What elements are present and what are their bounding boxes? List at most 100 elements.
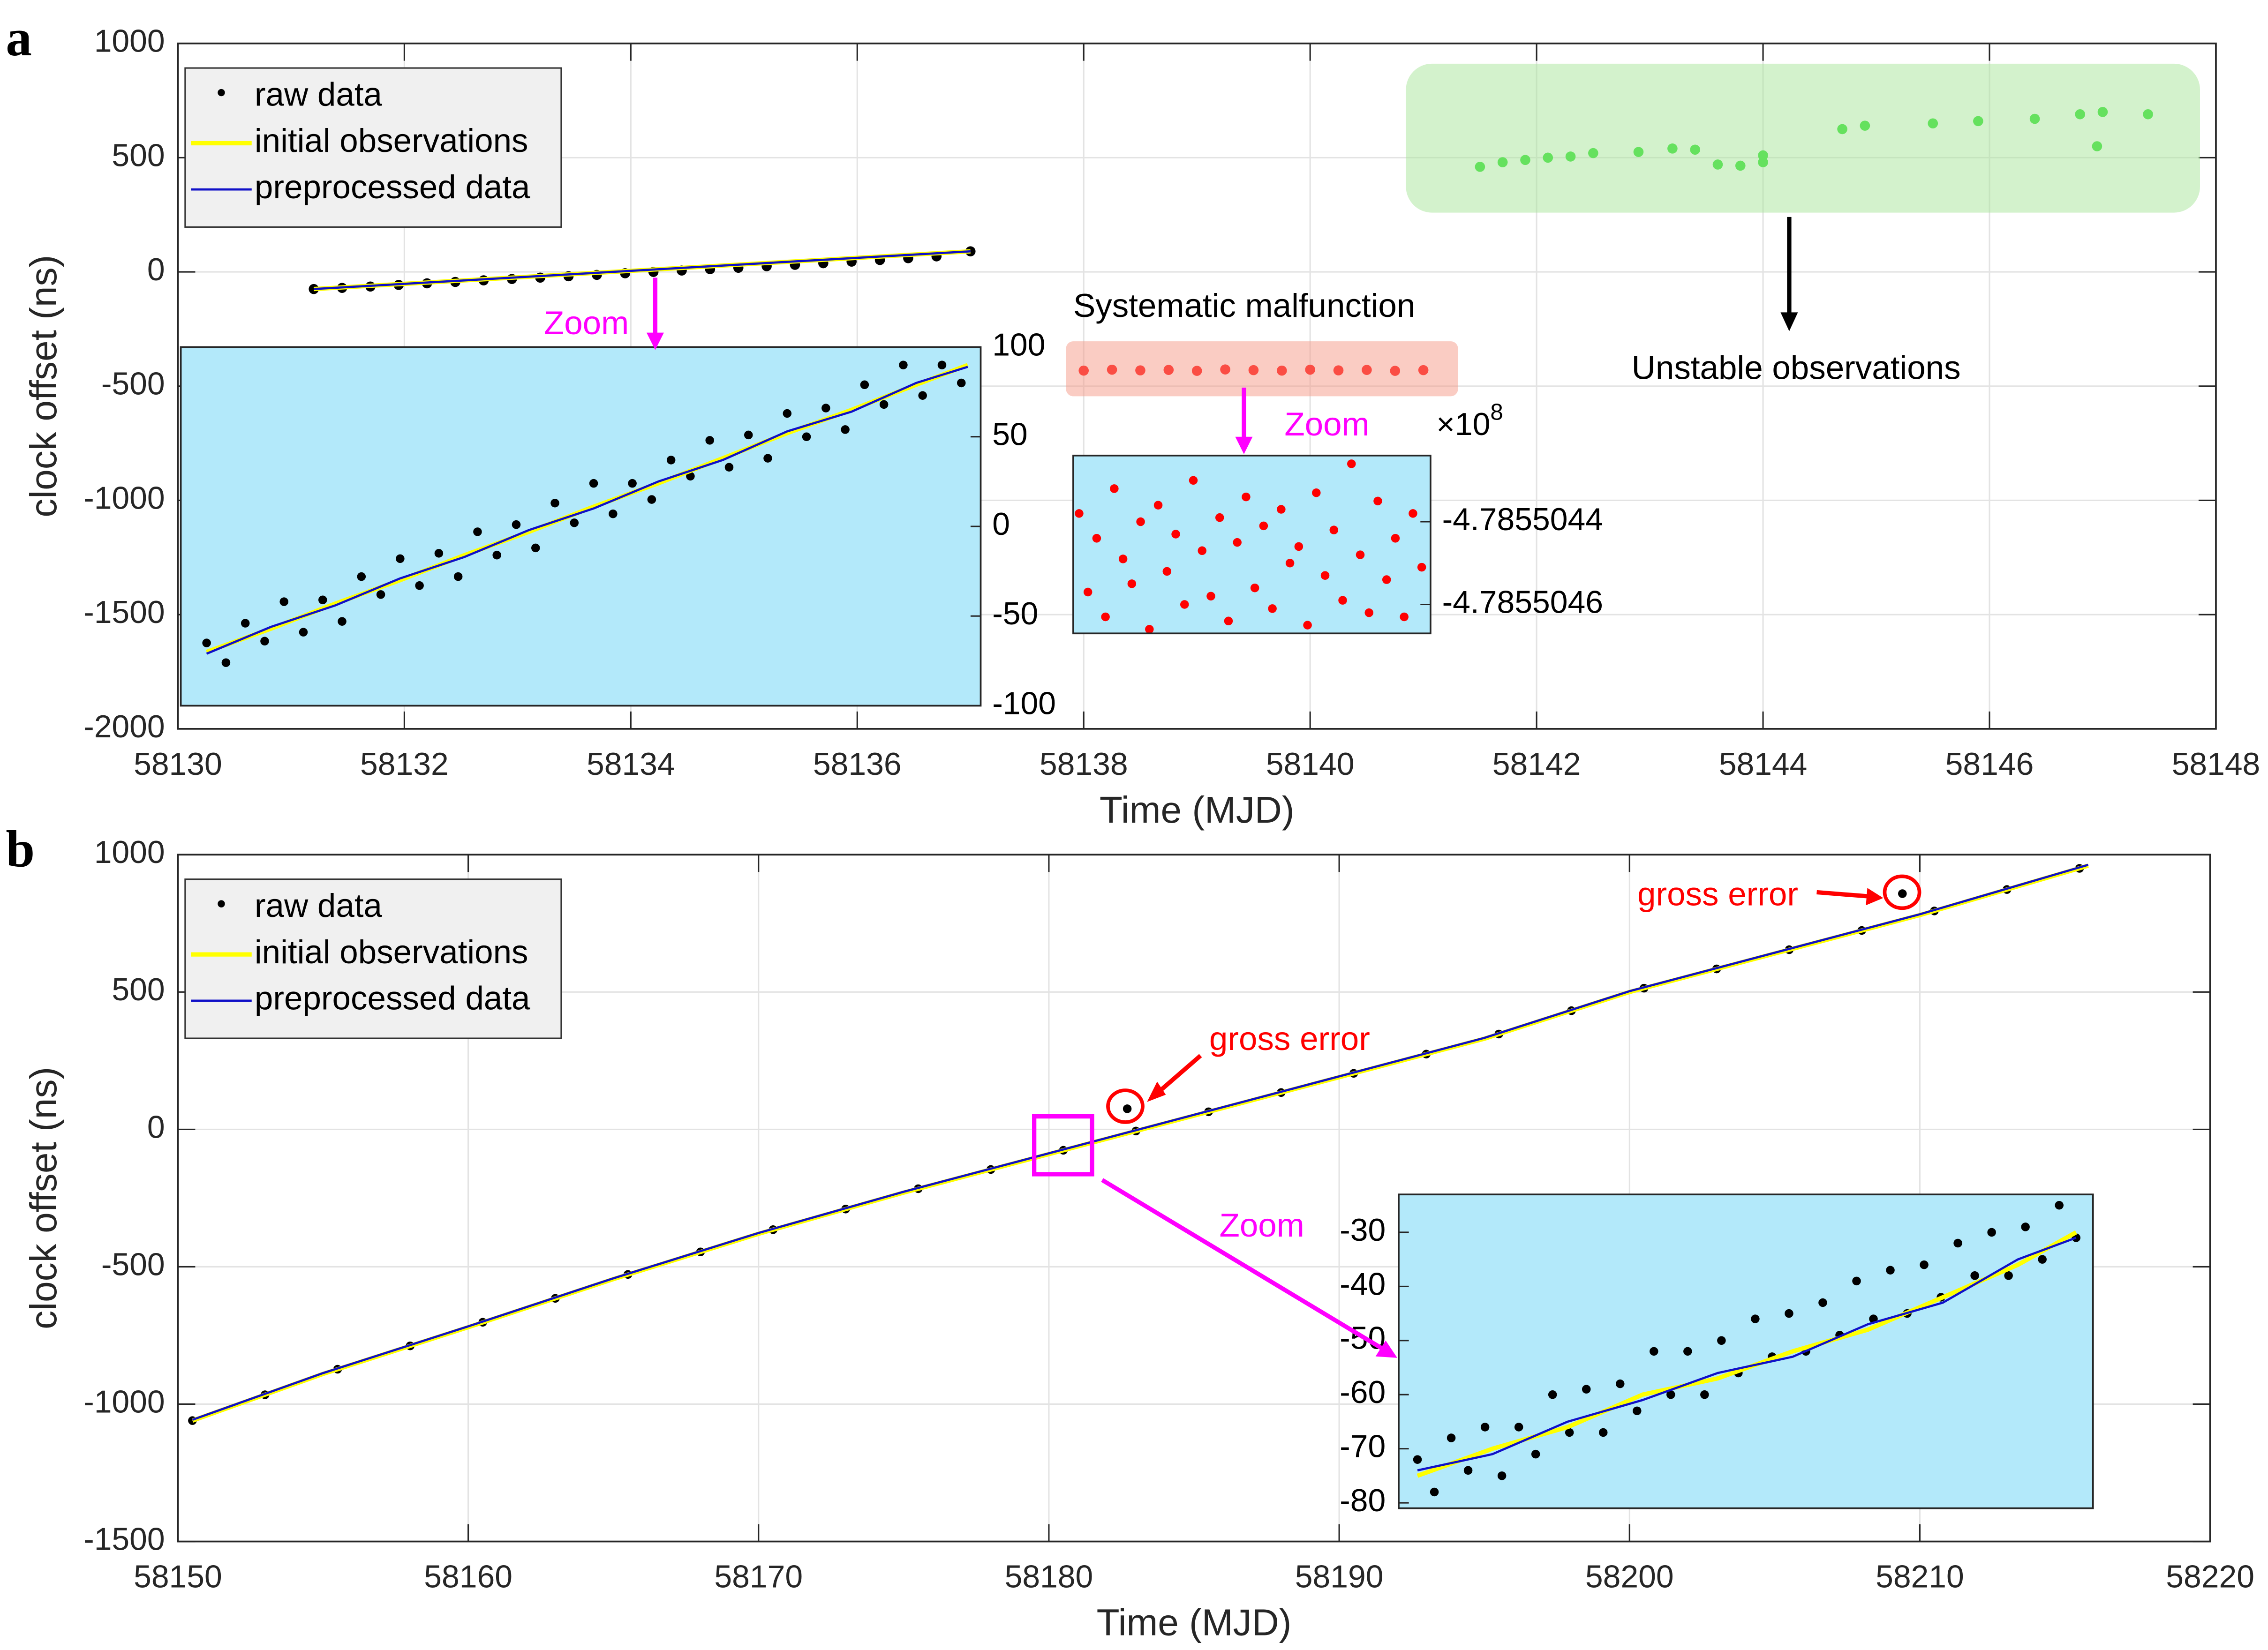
data-point [1382,575,1391,584]
data-point [415,581,424,590]
data-point [1320,571,1330,580]
data-point [434,549,444,558]
y-tick-label: -2000 [83,709,165,744]
x-tick-label: 58190 [1295,1560,1384,1595]
data-line [1417,1237,2077,1472]
panel-label: b [6,821,35,878]
data-point [1463,1466,1473,1475]
data-point [1447,1433,1456,1442]
data-point [589,479,598,488]
legend: raw data initial observations preprocessed… [184,878,562,1039]
data-point [396,554,405,563]
data-point [1413,1455,1422,1464]
y-tick-label: 0 [992,507,1010,542]
data-line [206,363,969,654]
data-point [860,380,869,390]
data-point [1650,1347,1658,1356]
data-point [686,472,695,481]
x-tick-label: 58144 [1719,747,1808,782]
arrow-head [1235,436,1253,454]
y-tick-label: 1000 [94,835,165,870]
x-tick-label: 58150 [134,1560,222,1595]
y-tick-label: 1000 [94,24,165,59]
y-tick-label: -80 [1340,1483,1386,1518]
y-tick-label: 500 [112,138,165,173]
data-point [1127,579,1137,588]
data-point [492,550,501,560]
y-tick-label: -60 [1340,1375,1386,1410]
y-multiplier: ×108 [1436,399,1503,442]
axes-frame [177,854,2211,1543]
y-tick-label: 500 [112,972,165,1007]
data-point [724,463,734,472]
data-point [2055,1201,2064,1210]
annotation: gross error [1209,1020,1370,1058]
data-point [1224,616,1233,626]
data-point [1162,567,1172,576]
legend-label: initial observations [255,934,528,971]
x-tick-label: 58200 [1585,1560,1674,1595]
data-point [531,543,540,553]
data-point [1092,534,1101,543]
legend: raw data initial observations preprocessed… [184,67,562,228]
data-point [2038,1255,2047,1264]
data-point [318,595,327,605]
data-point [512,520,521,529]
data-point [705,436,714,445]
multiplier-exponent: 8 [1490,399,1503,425]
annotation: gross error [1637,876,1798,913]
data-point [1751,1314,1760,1323]
plot-area [1073,455,1431,634]
data-line [206,366,968,655]
data-point [1417,562,1426,572]
data-point [260,637,269,646]
data-point [609,509,618,518]
x-tick-label: 58138 [1040,747,1128,782]
data-point [1898,889,1907,898]
legend-label: raw data [255,887,383,924]
annotation: Zoom [544,305,629,342]
x-tick-label: 58142 [1492,747,1581,782]
y-tick-label: -70 [1340,1429,1386,1464]
data-point [550,499,559,508]
data-point [338,617,347,626]
y-tick-label: 0 [147,252,165,287]
y-tick-label: -4.7855044 [1442,502,1603,537]
data-point [1615,1379,1625,1388]
data-point [1153,501,1163,510]
data-point [1338,596,1347,605]
data-point [1987,1228,1996,1237]
data-point [1373,496,1382,506]
data-point [1171,530,1180,539]
data-point [1215,513,1224,522]
data-point [1198,546,1206,555]
data-point [1101,612,1110,622]
y-axis-label: clock offset (ns) [22,255,64,518]
error-arrow [1816,890,1872,899]
data-point [1242,492,1251,502]
x-tick-label: 58146 [1945,747,2034,782]
annotation: Zoom [1220,1207,1304,1244]
data-point [221,658,231,667]
y-tick-label: -1500 [83,595,165,630]
data-point [841,425,850,434]
data-point [1277,505,1286,514]
y-axis-label: clock offset (ns) [22,1067,64,1329]
arrow-head [1780,312,1798,331]
axes-frame [180,346,982,707]
data-point [1886,1266,1895,1275]
data-point [1364,608,1373,617]
data-point [628,479,637,488]
data-point [473,527,482,536]
legend-swatch [218,89,225,97]
data-point [453,572,463,581]
x-tick-label: 58136 [813,747,902,782]
decorations [646,63,2200,1358]
data-point [241,619,250,628]
x-tick-label: 58148 [2172,747,2260,782]
data-point [1347,459,1356,468]
data-point [1852,1276,1861,1286]
data-point [1531,1449,1540,1459]
unstable-highlight [1406,63,2200,213]
